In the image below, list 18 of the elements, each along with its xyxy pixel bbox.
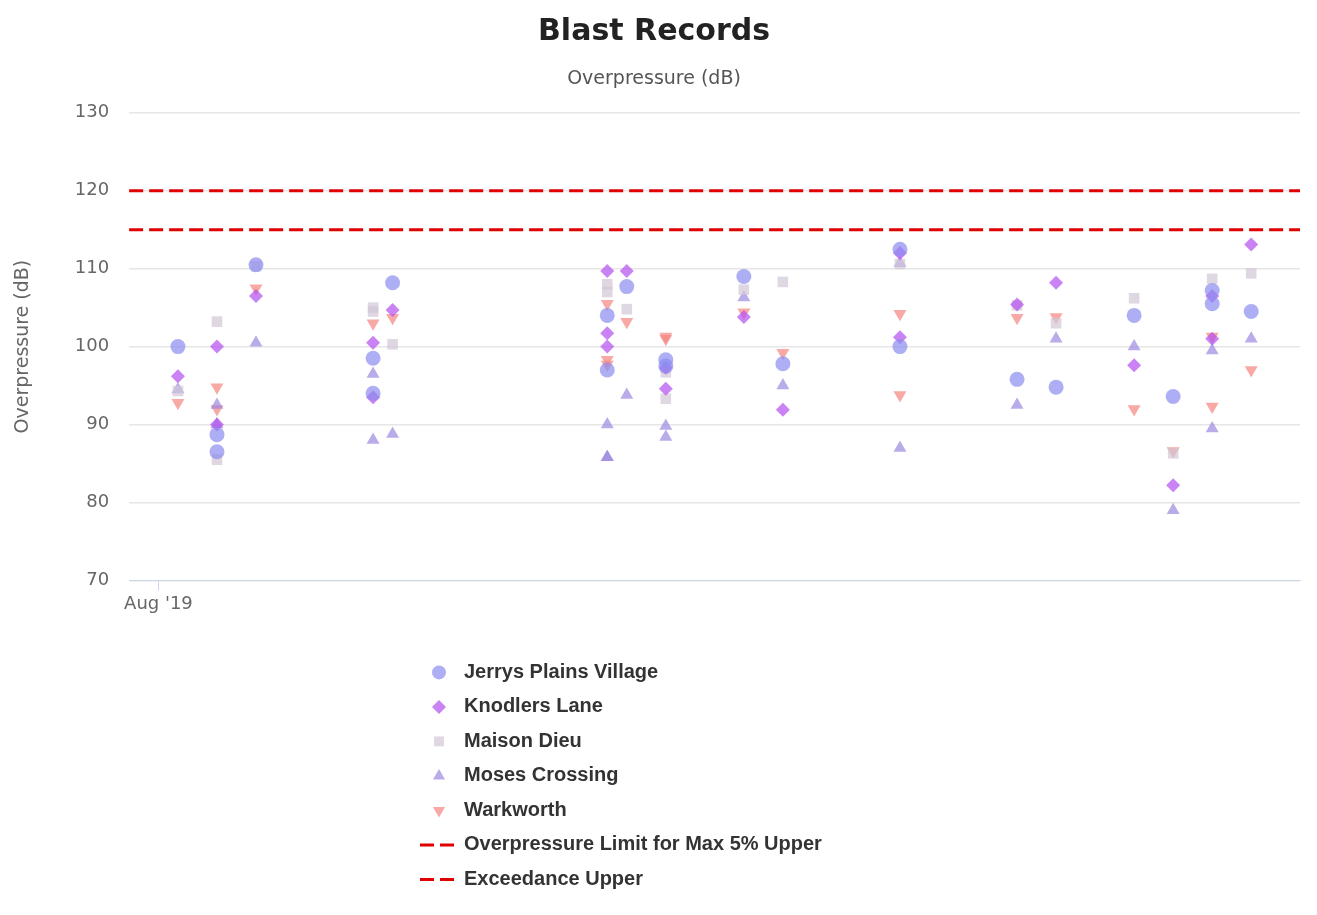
legend-label: Warkworth (464, 797, 567, 820)
legend-label: Jerrys Plains Village (464, 659, 659, 682)
legend-label: Knodlers Lane (464, 694, 603, 717)
legend-label: Exceedance Upper (464, 866, 644, 889)
legend-label: Moses Crossing (464, 763, 619, 786)
y-tick-label: 120 (74, 178, 110, 200)
y-tick-label: 110 (74, 256, 110, 278)
x-tick-label: Aug '19 (124, 591, 193, 613)
y-tick-label: 100 (74, 334, 110, 356)
y-tick-label: 90 (86, 412, 110, 434)
legend-label: Overpressure Limit for Max 5% Upper (464, 832, 823, 855)
y-tick-label: 130 (74, 100, 110, 122)
y-tick-label: 70 (86, 568, 110, 590)
chart-subtitle: Overpressure (dB) (567, 66, 741, 89)
chart-title: Blast Records (537, 11, 771, 47)
legend-label: Maison Dieu (464, 728, 582, 751)
y-axis-title: Overpressure (dB) (10, 259, 33, 434)
y-tick-label: 80 (86, 490, 110, 512)
